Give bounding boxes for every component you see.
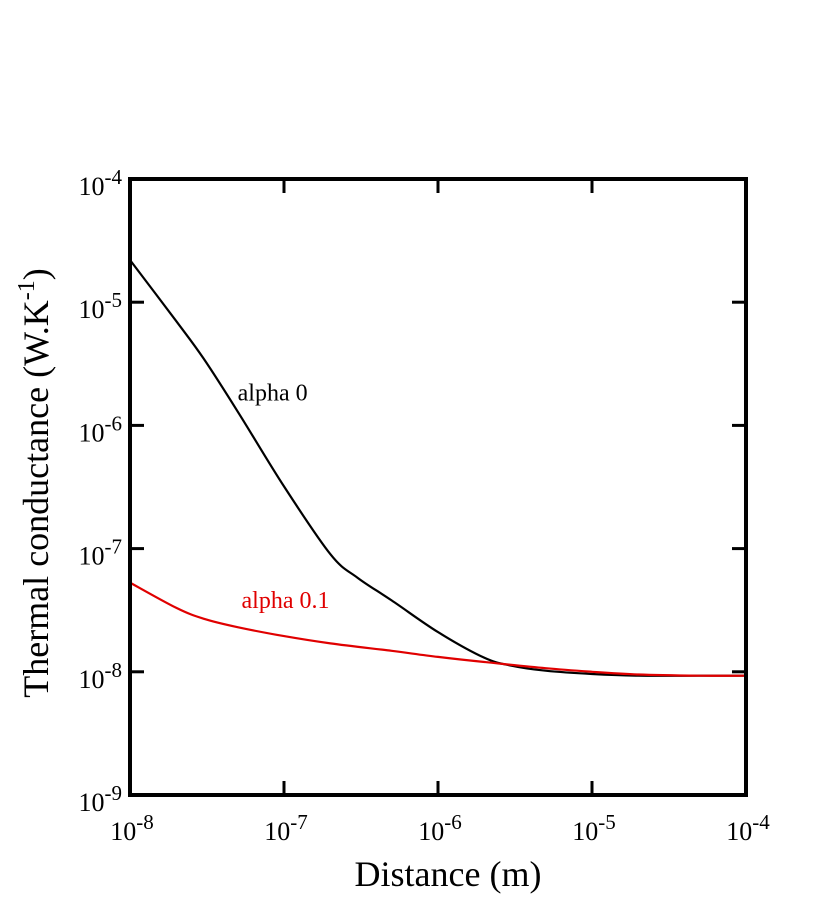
- y-axis-title: Thermal conductance (W.K-1): [14, 268, 56, 698]
- y-tick-label: 10-7: [79, 535, 123, 571]
- series-annotation-alpha-0: alpha 0: [238, 380, 308, 406]
- x-tick-label: 10-4: [726, 810, 770, 846]
- plot-frame: [128, 177, 748, 797]
- tick-marks: [130, 179, 746, 795]
- annotations: alpha 0 alpha 0.1: [238, 380, 330, 614]
- x-tick-label: 10-8: [110, 810, 154, 846]
- tick-labels: 10-8 10-7 10-6 10-5 10-410-910-810-710-610-5…: [79, 165, 771, 846]
- y-axis-title-sup: -1: [14, 280, 40, 300]
- x-tick-label: 10-5: [572, 810, 616, 846]
- y-axis-title-tail: ): [16, 268, 56, 280]
- y-tick-label: 10-6: [79, 411, 123, 447]
- y-tick-label: 10-5: [79, 288, 123, 324]
- x-axis-title: Distance (m): [355, 854, 542, 894]
- series-annotation-alpha-0-1: alpha 0.1: [242, 588, 330, 614]
- y-tick-label: 10-4: [79, 165, 123, 201]
- series-line-alpha-0-1: [129, 581, 747, 677]
- x-tick-label: 10-7: [264, 810, 308, 846]
- y-tick-label: 10-8: [79, 658, 123, 694]
- series-line-alpha-0: [129, 259, 746, 677]
- y-tick-label: 10-9: [79, 781, 123, 817]
- y-axis-title-base: Thermal conductance (W.K: [16, 300, 56, 698]
- series-layer: [129, 259, 747, 677]
- x-tick-label: 10-6: [418, 810, 462, 846]
